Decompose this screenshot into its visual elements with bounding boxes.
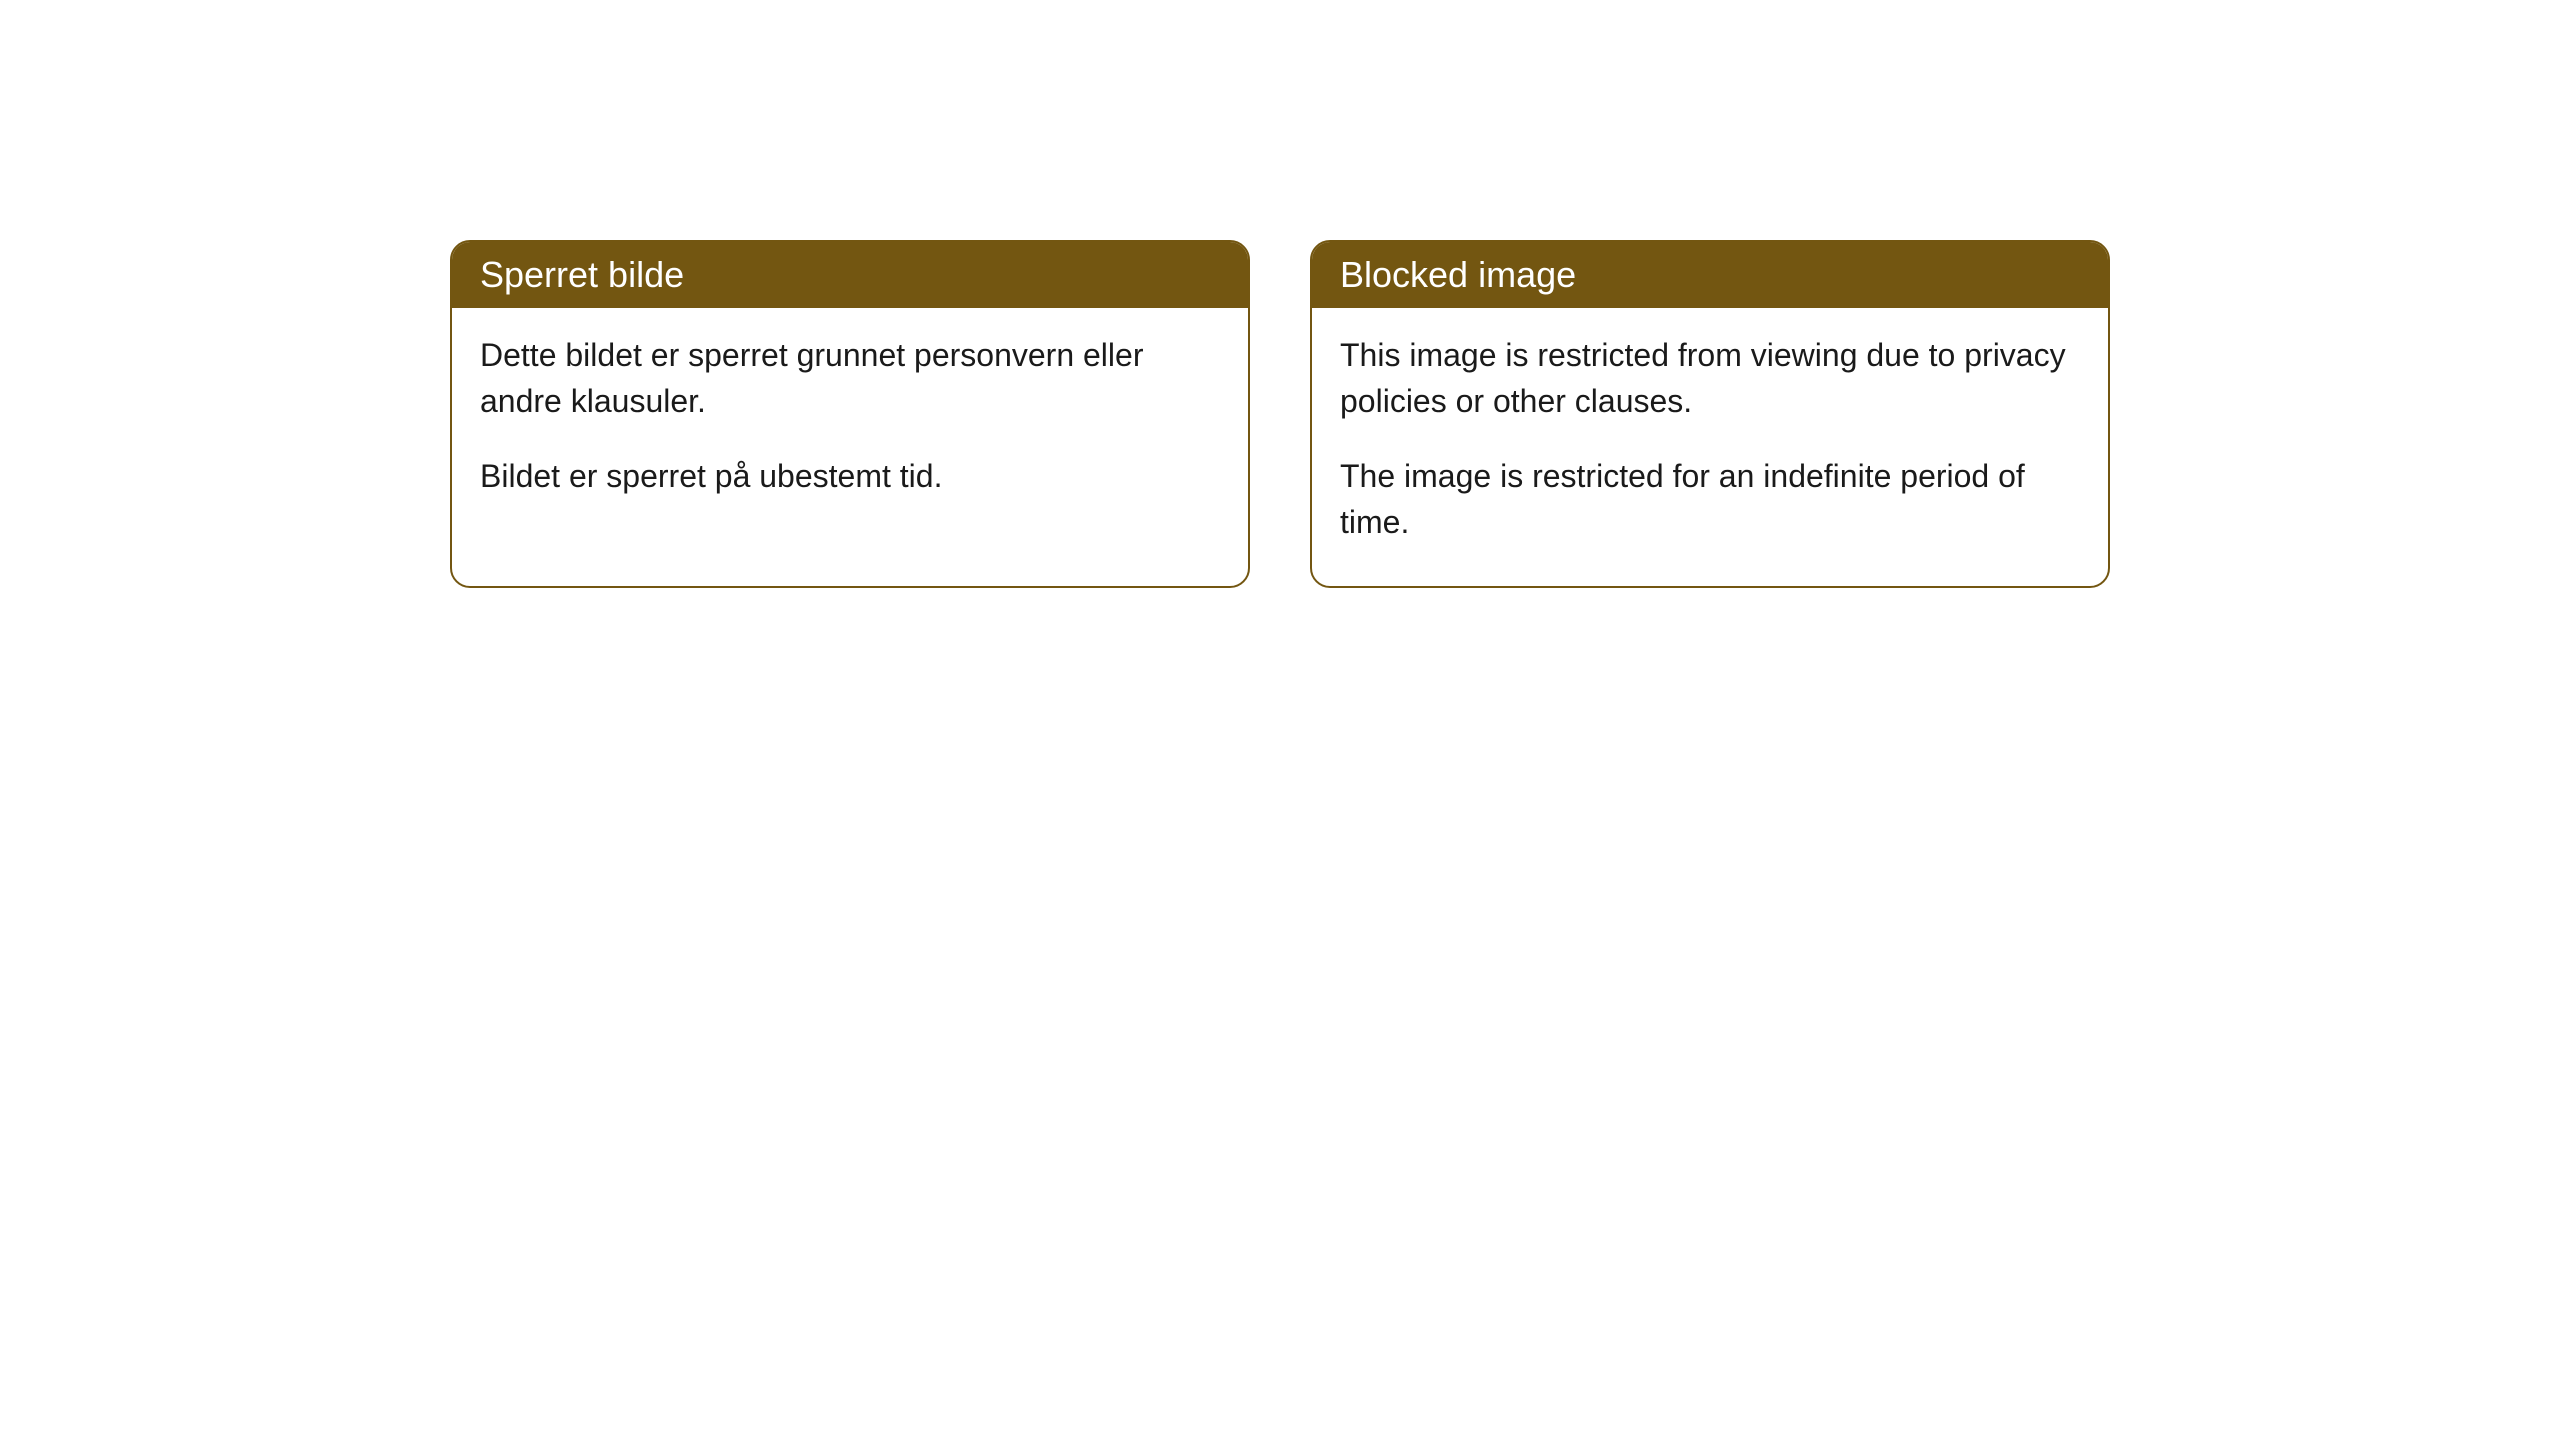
card-paragraph: Dette bildet er sperret grunnet personve… (480, 332, 1220, 425)
card-paragraph: The image is restricted for an indefinit… (1340, 453, 2080, 546)
card-paragraph: Bildet er sperret på ubestemt tid. (480, 453, 1220, 499)
notice-cards-container: Sperret bilde Dette bildet er sperret gr… (0, 240, 2560, 588)
card-title: Sperret bilde (480, 254, 684, 295)
card-body: This image is restricted from viewing du… (1312, 308, 2108, 586)
notice-card-english: Blocked image This image is restricted f… (1310, 240, 2110, 588)
card-body: Dette bildet er sperret grunnet personve… (452, 308, 1248, 539)
card-header: Blocked image (1312, 242, 2108, 308)
notice-card-norwegian: Sperret bilde Dette bildet er sperret gr… (450, 240, 1250, 588)
card-title: Blocked image (1340, 254, 1576, 295)
card-header: Sperret bilde (452, 242, 1248, 308)
card-paragraph: This image is restricted from viewing du… (1340, 332, 2080, 425)
